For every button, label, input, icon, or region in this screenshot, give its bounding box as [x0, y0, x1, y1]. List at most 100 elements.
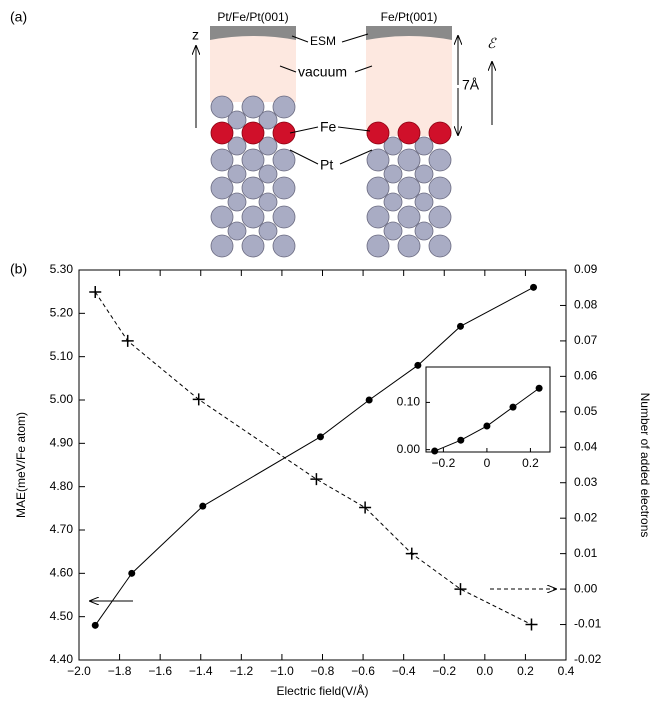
z-label: z	[192, 27, 199, 43]
atom	[211, 177, 233, 199]
x-tick-label: −0.2	[432, 664, 456, 678]
atom	[242, 177, 264, 199]
y-tick-label: 5.00	[50, 392, 74, 406]
y2-tick-label: 0.05	[574, 404, 598, 418]
atom	[259, 222, 277, 240]
y2-tick-label: 0.07	[574, 333, 598, 347]
y2-tick-label: 0.06	[574, 369, 598, 383]
y2-tick-label: 0.08	[574, 298, 598, 312]
atom	[211, 96, 233, 118]
y-tick-label: 4.50	[50, 609, 74, 623]
atom	[242, 235, 264, 257]
y2-tick-label: 0.02	[574, 510, 598, 524]
x-tick-label: −0.6	[351, 664, 375, 678]
circle-marker	[483, 423, 490, 430]
x-tick-label: −0.2	[432, 456, 456, 470]
atom	[415, 222, 433, 240]
atom	[429, 149, 451, 171]
circle-marker	[92, 622, 99, 629]
circle-marker	[536, 385, 543, 392]
atom	[398, 122, 420, 144]
x-tick-label: −0.4	[392, 664, 416, 678]
y2-tick-label: 0.00	[574, 581, 598, 595]
circle-marker	[128, 570, 135, 577]
x-tick-label: −0.8	[311, 664, 335, 678]
atom	[415, 193, 433, 211]
x-tick-label: −1.2	[229, 664, 253, 678]
panel-label: (a)	[10, 9, 27, 25]
atom	[228, 193, 246, 211]
atom	[211, 149, 233, 171]
circle-marker	[317, 433, 324, 440]
field-label: ℰ	[487, 36, 497, 52]
slab-label: Pt/Fe/Pt(001)	[217, 10, 288, 24]
atom	[273, 149, 295, 171]
pt-label: Pt	[320, 157, 333, 173]
y-tick-label: 4.60	[50, 566, 74, 580]
x-tick-label: −1.6	[148, 664, 172, 678]
atom	[398, 149, 420, 171]
leader	[338, 127, 370, 131]
y-tick-label: 0.00	[397, 442, 421, 456]
esm-label: ESM	[310, 34, 336, 48]
atom	[211, 235, 233, 257]
atom	[398, 206, 420, 228]
circle-marker	[414, 362, 421, 369]
y-tick-label: 5.10	[50, 349, 74, 363]
y2-tick-label: 0.03	[574, 475, 598, 489]
atom	[384, 193, 402, 211]
panel-label: (b)	[10, 261, 27, 277]
atom	[367, 235, 389, 257]
atom	[429, 206, 451, 228]
atom	[242, 122, 264, 144]
y-tick-label: 5.30	[50, 262, 74, 276]
x-axis-title: Electric field(V/Å)	[276, 683, 368, 698]
y-tick-label: 4.80	[50, 479, 74, 493]
y-tick-label: 4.40	[50, 652, 74, 666]
vacuum-label: vacuum	[298, 64, 347, 80]
circle-marker	[431, 448, 438, 455]
atom	[211, 122, 233, 144]
plot-frame	[426, 367, 550, 452]
atom	[367, 177, 389, 199]
x-tick-label: −1.4	[189, 664, 213, 678]
circle-marker	[199, 503, 206, 510]
atom	[273, 206, 295, 228]
x-tick-label: 0.2	[522, 456, 539, 470]
y-axis-title: MAE(meV/Fe atom)	[14, 412, 28, 518]
figure: (a) Pt/Fe/Pt(001) Fe/Pt(001) ESM vacuum …	[0, 0, 660, 705]
x-tick-label: −1.0	[270, 664, 294, 678]
y-tick-label: 0.10	[397, 395, 421, 409]
atom	[242, 206, 264, 228]
plot-frame	[79, 270, 566, 660]
y2-tick-label: 0.01	[574, 546, 598, 560]
atom	[273, 96, 295, 118]
x-tick-label: 0.2	[517, 664, 534, 678]
atom	[384, 222, 402, 240]
y2-tick-label: 0.04	[574, 439, 598, 453]
atom	[398, 177, 420, 199]
circle-marker	[457, 323, 464, 330]
atom	[367, 122, 389, 144]
atom	[367, 206, 389, 228]
y2-axis-title: Number of added electrons	[638, 393, 652, 538]
y-tick-label: 4.90	[50, 436, 74, 450]
atom	[242, 149, 264, 171]
atom	[415, 165, 433, 183]
y-tick-label: 5.20	[50, 306, 74, 320]
atom	[211, 206, 233, 228]
x-tick-label: −2.0	[67, 664, 91, 678]
plot: −2.0−1.8−1.6−1.4−1.2−1.0−0.8−0.6−0.4−0.2…	[14, 262, 652, 698]
x-tick-label: 0.4	[558, 664, 575, 678]
circle-marker	[457, 437, 464, 444]
leader	[342, 34, 368, 42]
page: (a) Pt/Fe/Pt(001) Fe/Pt(001) ESM vacuum …	[0, 0, 660, 710]
x-tick-label: 0.0	[476, 664, 493, 678]
atom	[259, 165, 277, 183]
gap-label: 7Å	[462, 77, 480, 93]
atom	[259, 193, 277, 211]
y-tick-label: 4.70	[50, 522, 74, 536]
atom	[367, 149, 389, 171]
y2-tick-label: 0.09	[574, 262, 598, 276]
x-tick-label: 0	[484, 456, 491, 470]
